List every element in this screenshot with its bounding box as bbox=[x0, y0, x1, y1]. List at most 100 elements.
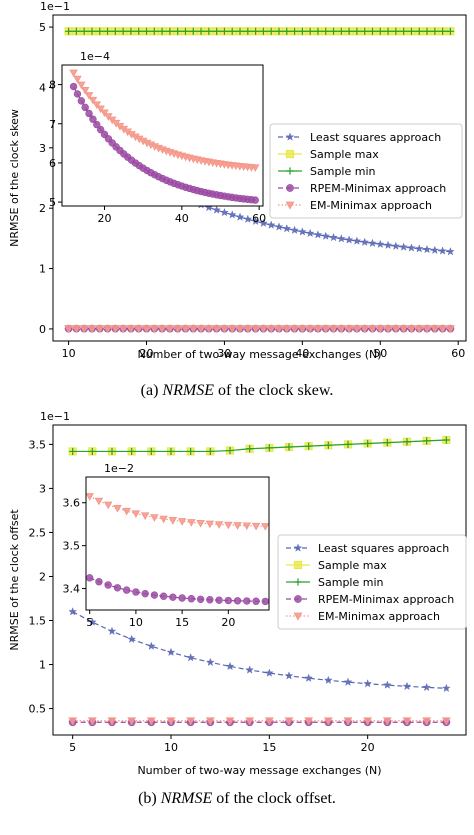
y-tick-label: 1 bbox=[39, 659, 46, 672]
x-tick-label: 30 bbox=[217, 347, 231, 360]
series-1-point bbox=[282, 224, 292, 233]
legend-label: EM-Minimax approach bbox=[318, 610, 440, 623]
inset-series-2-point bbox=[261, 523, 270, 531]
series-1-point bbox=[266, 220, 276, 229]
series-5-point bbox=[323, 717, 333, 726]
series-3-point bbox=[353, 27, 361, 35]
inset-x-tick-label: 5 bbox=[86, 616, 93, 629]
series-5-point bbox=[134, 325, 144, 334]
series-3-point bbox=[265, 444, 273, 452]
series-1-point bbox=[438, 246, 447, 255]
inset-y-tick-label: 3.5 bbox=[63, 540, 81, 553]
series-3-point bbox=[150, 27, 158, 35]
series-5-point bbox=[205, 717, 215, 726]
series-1-point bbox=[343, 677, 353, 686]
series-3-point bbox=[259, 27, 267, 35]
inset-series-1-point bbox=[81, 103, 89, 112]
series-1-point bbox=[265, 668, 274, 677]
series-1-point bbox=[68, 607, 77, 616]
series-5-point bbox=[87, 325, 97, 334]
series-5-point bbox=[258, 325, 268, 334]
inset-series-2-point bbox=[196, 519, 205, 528]
series-1-point bbox=[304, 673, 313, 682]
series-1-point bbox=[321, 231, 331, 240]
series-1-line bbox=[72, 611, 447, 689]
series-1-point bbox=[329, 232, 338, 242]
series-3-point bbox=[127, 27, 135, 35]
series-3-point bbox=[147, 447, 155, 456]
series-3-point bbox=[197, 27, 205, 35]
series-1-point bbox=[352, 236, 362, 245]
series-3-point bbox=[392, 27, 400, 35]
series-5-point bbox=[438, 325, 448, 334]
inset-series-2-point bbox=[88, 96, 98, 105]
series-5-point bbox=[173, 325, 183, 334]
x-tick-label: 50 bbox=[373, 347, 387, 360]
caption-a: (a) NRMSE of the clock skew. bbox=[0, 382, 474, 400]
series-3-point bbox=[108, 447, 116, 456]
chart-series-group bbox=[68, 435, 451, 727]
x-tick-label: 15 bbox=[262, 741, 276, 754]
caption-a-emph: NRMSE bbox=[162, 382, 214, 399]
inset-scale-exponent: 1e−2 bbox=[104, 462, 134, 475]
y-tick-label: 0.5 bbox=[29, 703, 47, 716]
inset-series-1-point bbox=[159, 592, 168, 600]
inset-scale-exponent: 1e−4 bbox=[80, 50, 110, 63]
inset-series-1-point bbox=[93, 120, 101, 129]
series-1-point bbox=[422, 682, 431, 692]
legend-marker bbox=[293, 543, 303, 552]
series-3-point bbox=[103, 27, 112, 35]
series-1-point bbox=[360, 237, 370, 246]
inset-series-2-point bbox=[159, 515, 168, 524]
inset-series-1-point bbox=[178, 594, 186, 602]
series-1-point bbox=[290, 225, 299, 234]
series-1-point bbox=[422, 244, 432, 254]
series-5-point bbox=[343, 717, 353, 726]
series-3-point bbox=[275, 27, 283, 35]
y-tick-label: 4 bbox=[39, 81, 46, 94]
series-1-point bbox=[430, 245, 440, 254]
inset-y-tick-label: 6 bbox=[49, 157, 56, 170]
series-3-point bbox=[72, 27, 80, 35]
inset-series-2-point bbox=[168, 517, 178, 525]
y-tick-label: 3.5 bbox=[29, 438, 47, 451]
caption-b-label: (b) bbox=[138, 790, 157, 807]
series-3-point bbox=[442, 436, 450, 444]
series-3-point bbox=[189, 27, 197, 35]
legend-label: RPEM-Minimax approach bbox=[318, 593, 454, 606]
series-5-point bbox=[212, 325, 222, 334]
series-3-point bbox=[206, 447, 214, 456]
inset-series-2-point bbox=[73, 75, 82, 84]
inset-series-1-point bbox=[233, 597, 242, 605]
inset-frame bbox=[85, 476, 270, 611]
series-1-point bbox=[391, 241, 401, 250]
caption-b-emph: NRMSE bbox=[160, 790, 213, 807]
series-1-point bbox=[446, 247, 455, 256]
chart-panel-1: 10 20 30 40 50 60 0 1 2 3 4 5 1e−1 Number of two-way … bbox=[8, 0, 467, 361]
series-1-point bbox=[235, 212, 245, 221]
series-3-point bbox=[226, 446, 234, 455]
legend-marker bbox=[286, 184, 294, 192]
series-3-point bbox=[314, 27, 322, 35]
series-5-point bbox=[95, 325, 105, 334]
series-3-point bbox=[174, 27, 182, 35]
series-3-point bbox=[236, 27, 244, 35]
inset-series-1-point bbox=[252, 597, 260, 605]
series-3-point bbox=[205, 27, 213, 35]
series-5-point bbox=[245, 717, 255, 726]
inset-series-1-point bbox=[251, 196, 259, 204]
series-5-point bbox=[407, 325, 416, 334]
y-scale-exponent: 1e−1 bbox=[40, 0, 70, 13]
series-3-point bbox=[403, 438, 411, 446]
series-5-point bbox=[329, 325, 338, 334]
series-1-point bbox=[383, 240, 393, 249]
legend-box bbox=[269, 123, 463, 219]
series-3-point bbox=[431, 27, 439, 35]
chart-panel-2: 5 10 15 20 0.5 1 1.5 2 2.5 3 3.5 1e−1 Number of two-… bbox=[8, 410, 467, 777]
series-1-point bbox=[368, 238, 377, 247]
series-1-point bbox=[245, 665, 254, 674]
legend-marker bbox=[293, 612, 303, 621]
inset-series-2-point bbox=[85, 493, 94, 501]
series-3-point bbox=[142, 27, 151, 35]
series-5-point bbox=[313, 325, 323, 334]
